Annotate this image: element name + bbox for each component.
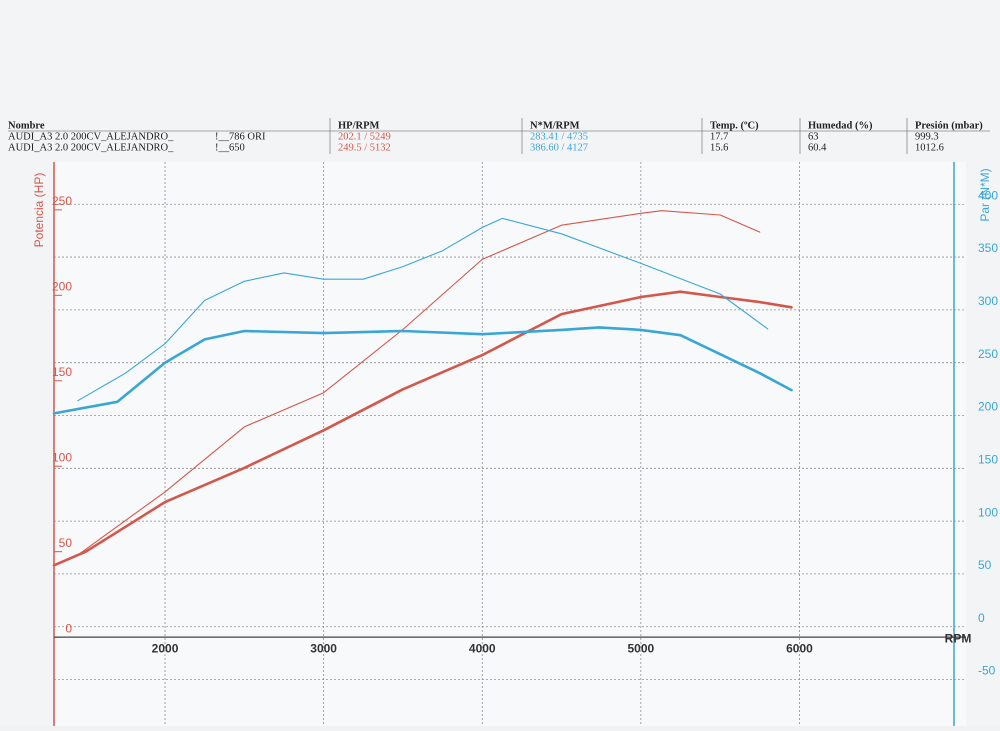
- plot-area: [54, 162, 966, 726]
- table-cell: !__786 ORI: [215, 131, 266, 142]
- table-cell: 386.60 / 4127: [530, 142, 588, 153]
- y-tick-label: 200: [52, 279, 72, 293]
- table-cell: 999.3: [915, 131, 939, 142]
- table-header: Humedad (%): [808, 120, 873, 131]
- y2-tick-label: 200: [978, 400, 998, 414]
- x-axis-label: RPM: [945, 631, 972, 645]
- table-cell: 17.7: [710, 131, 728, 142]
- x-tick-label: 4000: [469, 641, 496, 655]
- x-tick-label: 5000: [628, 641, 655, 655]
- table-header: HP/RPM: [338, 120, 379, 131]
- table-header: Temp. (ºC): [710, 120, 759, 131]
- y-axis-label: Potencia (HP): [32, 173, 46, 248]
- y2-tick-label: 350: [978, 241, 998, 255]
- table-header: Presión (mbar): [915, 120, 983, 131]
- series-line: [52, 290, 793, 567]
- table-cell: !__650: [215, 142, 245, 153]
- y2-tick-label: -50: [978, 664, 996, 678]
- y2-tick-label: 50: [978, 558, 992, 572]
- series-line: [77, 210, 761, 556]
- table-cell: 15.6: [710, 142, 728, 153]
- y2-tick-label: 300: [978, 294, 998, 308]
- table-cell: 60.4: [808, 142, 827, 153]
- y-tick-label: 150: [52, 365, 72, 379]
- x-tick-label: 2000: [152, 641, 179, 655]
- y2-axis-label: Par (N*M): [978, 168, 992, 221]
- y2-tick-label: 100: [978, 505, 998, 519]
- y-tick-label: 0: [65, 621, 72, 635]
- table-cell: 283.41 / 4735: [530, 131, 588, 142]
- y-tick-label: 50: [59, 536, 73, 550]
- series-line: [77, 217, 769, 402]
- x-tick-label: 6000: [786, 641, 813, 655]
- y-tick-label: 250: [52, 194, 72, 208]
- series-line: [52, 326, 793, 415]
- table-cell: 63: [808, 131, 819, 142]
- table-cell: AUDI_A3 2.0 200CV_ALEJANDRO_: [8, 131, 174, 142]
- y-tick-label: 100: [52, 450, 72, 464]
- table-cell: AUDI_A3 2.0 200CV_ALEJANDRO_: [8, 142, 174, 153]
- y2-tick-label: 400: [978, 188, 998, 202]
- y2-tick-label: 250: [978, 347, 998, 361]
- table-header: Nombre: [8, 120, 45, 131]
- table-header: N*M/RPM: [530, 120, 580, 131]
- table-cell: 202.1 / 5249: [338, 131, 391, 142]
- table-cell: 1012.6: [915, 142, 944, 153]
- y2-tick-label: 150: [978, 452, 998, 466]
- y2-tick-label: 0: [978, 611, 985, 625]
- table-cell: 249.5 / 5132: [338, 142, 391, 153]
- x-tick-label: 3000: [310, 641, 337, 655]
